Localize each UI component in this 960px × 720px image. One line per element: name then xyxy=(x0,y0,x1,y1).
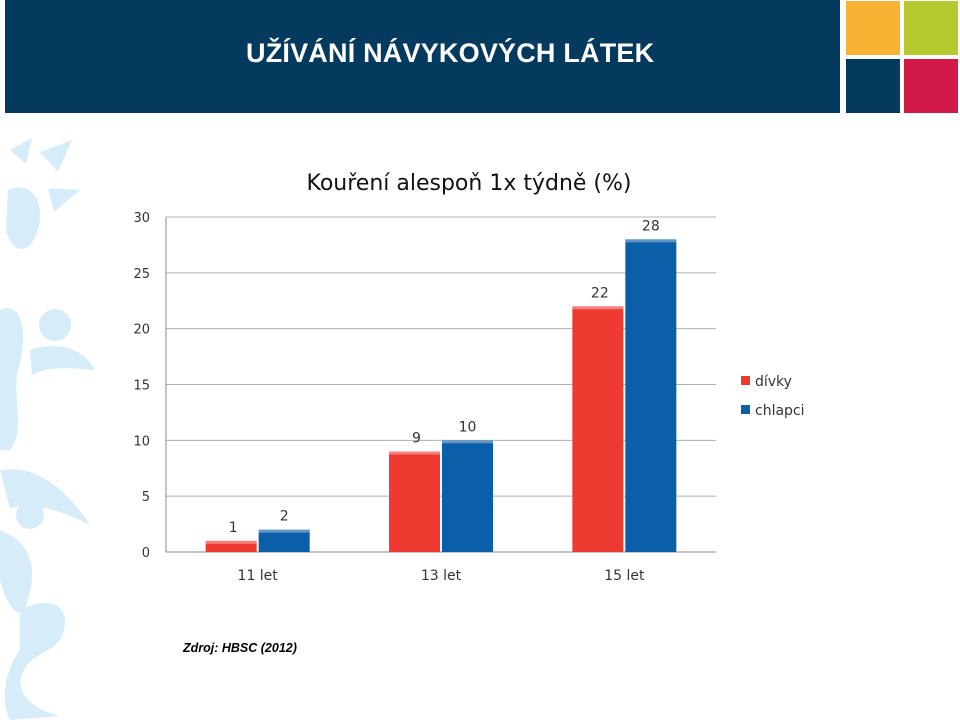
data-label: 22 xyxy=(591,285,609,301)
y-tick-label: 10 xyxy=(133,434,150,449)
bar-highlight xyxy=(572,306,624,310)
data-label: 10 xyxy=(459,419,477,435)
bar-highlight xyxy=(205,540,257,544)
data-label: 1 xyxy=(229,520,238,536)
source-note: Zdroj: HBSC (2012) xyxy=(183,641,297,655)
accent-square-red xyxy=(904,59,958,113)
bar-highlight xyxy=(389,451,440,455)
x-axis-ticks: 11 let 13 let 15 let xyxy=(238,568,645,584)
legend: dívky chlapci xyxy=(741,374,805,419)
y-axis-ticks: 0 5 10 15 20 25 30 xyxy=(133,211,150,561)
bar-dívky-11-let xyxy=(205,540,257,552)
bar-highlight xyxy=(258,529,310,533)
data-label: 2 xyxy=(280,509,289,525)
bars xyxy=(205,239,677,553)
legend-label: dívky xyxy=(755,374,792,390)
data-labels: 1 2 9 10 22 28 xyxy=(229,218,660,536)
bar-highlight xyxy=(625,239,677,243)
gridlines xyxy=(165,216,716,553)
bar-chlapci-15-let xyxy=(625,239,677,553)
accent-square-orange xyxy=(846,1,900,55)
y-tick-label: 30 xyxy=(133,211,150,226)
decorative-figure-logo xyxy=(0,138,95,720)
chart-title: Kouření alespoň 1x týdně (%) xyxy=(307,171,632,196)
bar-chlapci-13-let xyxy=(442,440,493,552)
legend-label: chlapci xyxy=(755,403,805,419)
bar-highlight xyxy=(442,440,493,444)
x-tick-label: 15 let xyxy=(604,568,645,584)
y-tick-label: 20 xyxy=(133,323,150,338)
legend-swatch xyxy=(741,405,750,414)
data-label: 28 xyxy=(642,218,660,234)
x-tick-label: 13 let xyxy=(421,568,462,584)
bar-dívky-15-let xyxy=(572,306,624,552)
y-tick-label: 25 xyxy=(133,267,150,282)
legend-swatch xyxy=(741,376,750,385)
accent-square-navy xyxy=(846,59,900,113)
y-tick-label: 0 xyxy=(142,546,150,561)
slide-title: UŽÍVÁNÍ NÁVYKOVÝCH LÁTEK xyxy=(246,38,655,68)
bar-chlapci-11-let xyxy=(258,529,310,552)
y-tick-label: 5 xyxy=(142,490,150,505)
accent-square-green xyxy=(904,1,958,55)
header-bar xyxy=(5,0,840,113)
y-tick-label: 15 xyxy=(133,379,150,394)
bar-dívky-13-let xyxy=(389,451,440,552)
x-tick-label: 11 let xyxy=(238,568,279,584)
data-label: 9 xyxy=(412,431,421,447)
